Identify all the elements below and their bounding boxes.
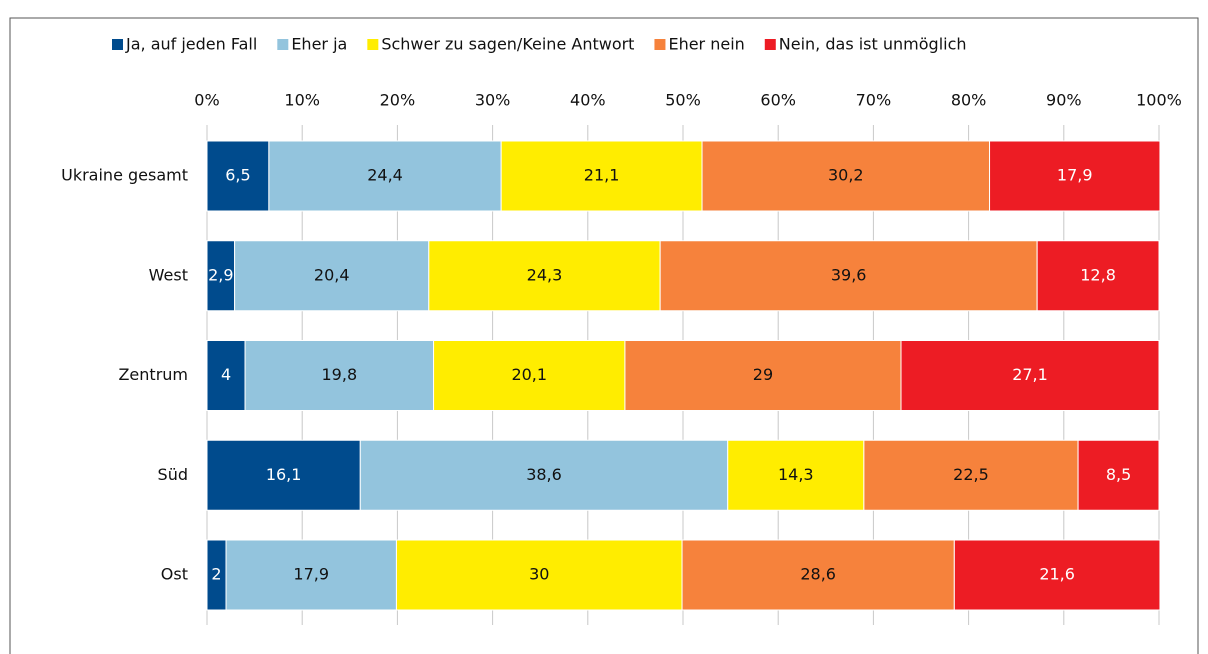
bar-segment (428, 240, 661, 312)
value-label: 21,1 (584, 166, 620, 185)
legend-swatch (112, 39, 123, 50)
bar-segment (727, 439, 865, 511)
value-label: 22,5 (953, 465, 989, 484)
x-tick-label: 80% (951, 91, 987, 110)
x-tick-label: 70% (856, 91, 892, 110)
bar-segment (234, 240, 430, 312)
value-label: 39,6 (831, 265, 867, 284)
bar-segment (500, 140, 703, 212)
value-label: 2,9 (208, 265, 233, 284)
value-label: 38,6 (526, 465, 562, 484)
value-label: 24,4 (367, 166, 403, 185)
x-tick-label: 0% (194, 91, 219, 110)
legend-swatch (764, 39, 776, 50)
value-label: 30 (529, 565, 549, 584)
value-label: 14,3 (778, 465, 814, 484)
x-tick-label: 20% (380, 91, 416, 110)
bar-segment (268, 140, 502, 212)
value-label: 24,3 (527, 265, 563, 284)
x-tick-label: 40% (570, 91, 606, 110)
x-tick-label: 50% (665, 91, 701, 110)
value-label: 28,6 (800, 565, 836, 584)
value-label: 17,9 (293, 565, 329, 584)
value-label: 16,1 (266, 465, 302, 484)
bar-segment (1036, 240, 1160, 312)
value-label: 29 (753, 365, 773, 384)
bar-segment (433, 340, 626, 411)
category-label: Ost (161, 565, 188, 584)
x-tick-label: 30% (475, 91, 511, 110)
bar-segment (900, 340, 1160, 411)
bar-segment (989, 140, 1161, 212)
value-label: 12,8 (1080, 265, 1116, 284)
legend-swatch (277, 39, 289, 50)
bar-segment (953, 539, 1161, 611)
legend-swatch (367, 39, 379, 50)
category-label: Zentrum (118, 365, 188, 384)
bar-segment (701, 140, 991, 212)
category-label: Ukraine gesamt (61, 166, 188, 185)
bar-segment (681, 539, 955, 611)
legend-label: Eher nein (668, 35, 744, 54)
bar-segment (206, 340, 246, 411)
x-tick-label: 90% (1046, 91, 1082, 110)
value-label: 27,1 (1012, 365, 1048, 384)
chart-frame (9, 17, 1199, 654)
value-label: 21,6 (1039, 565, 1075, 584)
value-label: 20,1 (511, 365, 547, 384)
legend-label: Ja, auf jeden Fall (125, 35, 257, 54)
value-label: 20,4 (314, 265, 350, 284)
bar-segment (624, 340, 902, 411)
bar-segment (1077, 439, 1160, 511)
bar-segment (863, 439, 1079, 511)
value-label: 30,2 (828, 166, 864, 185)
legend-label: Nein, das ist unmöglich (779, 35, 967, 54)
value-label: 8,5 (1106, 465, 1131, 484)
value-label: 19,8 (322, 365, 358, 384)
value-label: 6,5 (225, 166, 250, 185)
bar-segment (244, 340, 435, 411)
value-label: 4 (221, 365, 231, 384)
category-label: West (149, 265, 188, 284)
bar-segment (206, 240, 236, 312)
bar-segment (206, 439, 361, 511)
bar-segment (659, 240, 1038, 312)
category-label: Süd (158, 465, 188, 484)
value-label: 17,9 (1057, 166, 1093, 185)
x-tick-label: 10% (284, 91, 320, 110)
legend-label: Eher ja (291, 35, 347, 54)
legend-swatch (654, 39, 666, 50)
x-tick-label: 60% (760, 91, 796, 110)
bar-segment (225, 539, 397, 611)
value-label: 2 (211, 565, 221, 584)
bar-segment (359, 439, 729, 511)
legend-label: Schwer zu sagen/Keine Antwort (381, 35, 634, 54)
bar-segment (206, 140, 270, 212)
x-tick-label: 100% (1136, 91, 1182, 110)
